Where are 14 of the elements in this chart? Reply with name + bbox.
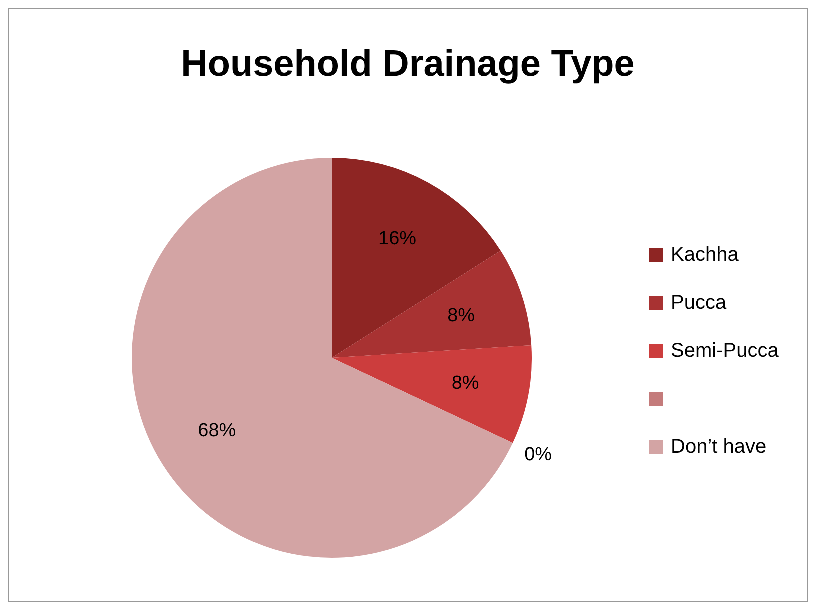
data-label: 8%: [452, 372, 480, 394]
legend-label: Semi-Pucca: [671, 340, 779, 362]
legend-label: Kachha: [671, 244, 739, 266]
pie-slice: [132, 158, 513, 558]
data-label: 16%: [378, 228, 417, 250]
legend-label: Pucca: [671, 292, 727, 314]
legend-label: Don’t have: [671, 436, 767, 458]
pie-slice: [332, 345, 532, 444]
chart-title: Household Drainage Type: [180, 43, 636, 86]
data-label: 68%: [198, 420, 236, 442]
data-label: 8%: [448, 305, 476, 326]
pie-slice: [332, 250, 532, 358]
text: 0%: [524, 444, 552, 466]
pie-slice: [332, 158, 501, 358]
